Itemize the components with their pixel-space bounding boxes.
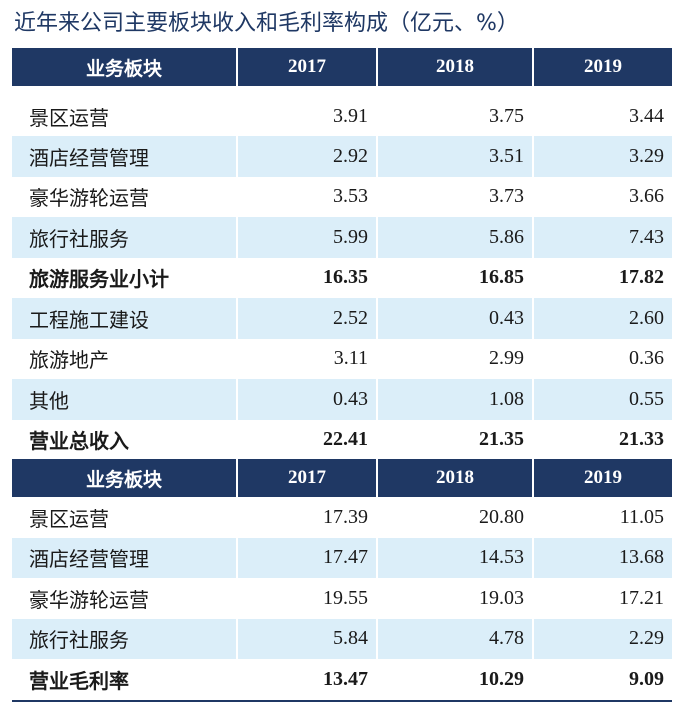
cell-2019: 3.29 — [532, 136, 672, 177]
cell-2019: 3.66 — [532, 176, 672, 217]
header-2018: 2018 — [376, 459, 533, 497]
total-row: 营业总收入 22.41 21.35 21.33 — [12, 419, 672, 460]
cell-2019: 0.55 — [532, 379, 672, 420]
cell-2019: 17.82 — [532, 257, 672, 298]
cell-2018: 1.08 — [376, 379, 533, 420]
header-segment: 业务板块 — [12, 48, 237, 86]
cell-2017: 2.92 — [236, 136, 377, 177]
revenue-table-header: 业务板块 2017 2018 2019 — [12, 48, 672, 86]
cell-2018: 4.78 — [376, 618, 533, 659]
cell-2017: 3.53 — [236, 176, 377, 217]
cell-2018: 16.85 — [376, 257, 533, 298]
cell-2018: 2.99 — [376, 338, 533, 379]
cell-2018: 20.80 — [376, 497, 533, 538]
header-2019: 2019 — [532, 459, 672, 497]
cell-2017: 3.11 — [236, 338, 377, 379]
cell-2017: 0.43 — [236, 379, 377, 420]
cell-2018: 0.43 — [376, 298, 533, 339]
total-row: 营业毛利率 13.47 10.29 9.09 — [12, 659, 672, 702]
cell-2019: 21.33 — [532, 419, 672, 460]
margin-table-header: 业务板块 2017 2018 2019 — [12, 459, 672, 497]
cell-2017: 2.52 — [236, 298, 377, 339]
table-row: 酒店经营管理 17.47 14.53 13.68 — [12, 537, 672, 578]
subtotal-row: 旅游服务业小计 16.35 16.85 17.82 — [12, 257, 672, 298]
table-row: 旅行社服务 5.84 4.78 2.29 — [12, 618, 672, 659]
cell-2019: 9.09 — [532, 659, 672, 702]
header-segment: 业务板块 — [12, 459, 237, 497]
cell-2018: 5.86 — [376, 217, 533, 258]
cell-2019: 3.44 — [532, 86, 672, 136]
cell-2017: 3.91 — [236, 86, 377, 136]
revenue-table: 业务板块 2017 2018 2019 景区运营 3.91 3.75 3.44 … — [12, 48, 672, 460]
table-row: 工程施工建设 2.52 0.43 2.60 — [12, 298, 672, 339]
cell-2019: 0.36 — [532, 338, 672, 379]
header-2018: 2018 — [376, 48, 533, 86]
row-label: 景区运营 — [29, 105, 109, 130]
table-row: 酒店经营管理 2.92 3.51 3.29 — [12, 136, 672, 177]
cell-2017: 5.99 — [236, 217, 377, 258]
cell-2018: 10.29 — [376, 659, 533, 702]
row-label: 旅游地产 — [29, 348, 109, 373]
header-2019: 2019 — [532, 48, 672, 86]
cell-2018: 3.51 — [376, 136, 533, 177]
table-title: 近年来公司主要板块收入和毛利率构成（亿元、%） — [14, 11, 519, 36]
table-row: 旅游地产 3.11 2.99 0.36 — [12, 338, 672, 379]
header-2017: 2017 — [236, 459, 377, 497]
cell-2018: 3.73 — [376, 176, 533, 217]
cell-2019: 17.21 — [532, 578, 672, 619]
cell-2019: 2.29 — [532, 618, 672, 659]
cell-2017: 5.84 — [236, 618, 377, 659]
row-label: 旅行社服务 — [12, 217, 237, 258]
margin-table: 业务板块 2017 2018 2019 景区运营 17.39 20.80 11.… — [12, 459, 672, 702]
cell-2019: 13.68 — [532, 537, 672, 578]
cell-2018: 3.75 — [376, 86, 533, 136]
table-row: 其他 0.43 1.08 0.55 — [12, 379, 672, 420]
cell-2017: 17.47 — [236, 537, 377, 578]
row-label: 工程施工建设 — [12, 298, 237, 339]
cell-2018: 19.03 — [376, 578, 533, 619]
row-label: 旅游服务业小计 — [29, 267, 169, 292]
table-row: 景区运营 17.39 20.80 11.05 — [12, 497, 672, 538]
row-label: 旅行社服务 — [12, 618, 237, 659]
cell-2017: 16.35 — [236, 257, 377, 298]
row-label: 其他 — [12, 379, 237, 420]
row-label: 景区运营 — [29, 506, 109, 531]
cell-2018: 21.35 — [376, 419, 533, 460]
table-row: 旅行社服务 5.99 5.86 7.43 — [12, 217, 672, 258]
cell-2017: 22.41 — [236, 419, 377, 460]
table-row: 豪华游轮运营 3.53 3.73 3.66 — [12, 176, 672, 217]
row-label: 豪华游轮运营 — [29, 587, 149, 612]
cell-2018: 14.53 — [376, 537, 533, 578]
table-row: 豪华游轮运营 19.55 19.03 17.21 — [12, 578, 672, 619]
table-row: 景区运营 3.91 3.75 3.44 — [12, 86, 672, 136]
header-2017: 2017 — [236, 48, 377, 86]
cell-2017: 13.47 — [236, 659, 377, 702]
row-label: 酒店经营管理 — [12, 537, 237, 578]
row-label: 营业总收入 — [29, 429, 129, 454]
cell-2019: 11.05 — [532, 497, 672, 538]
cell-2019: 7.43 — [532, 217, 672, 258]
row-label: 营业毛利率 — [12, 659, 237, 702]
cell-2017: 19.55 — [236, 578, 377, 619]
row-label: 酒店经营管理 — [12, 136, 237, 177]
cell-2019: 2.60 — [532, 298, 672, 339]
cell-2017: 17.39 — [236, 497, 377, 538]
row-label: 豪华游轮运营 — [29, 186, 149, 211]
